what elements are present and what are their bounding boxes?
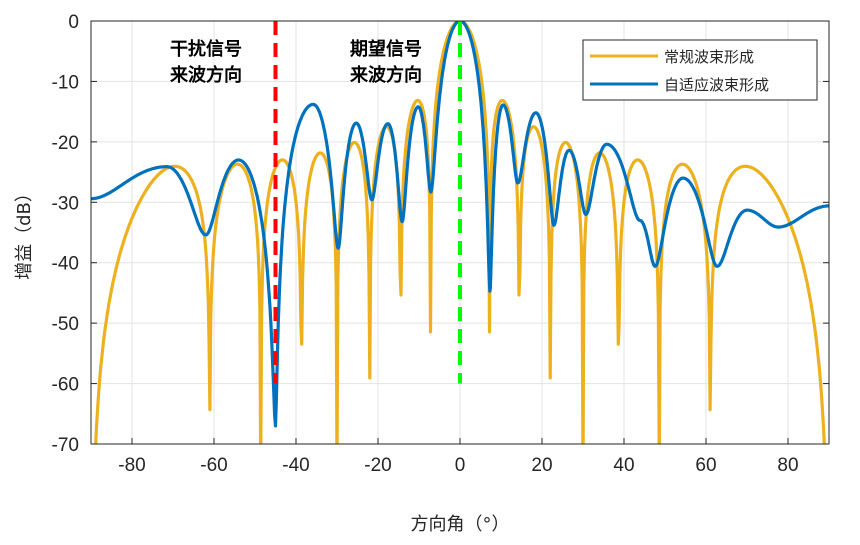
x-tick-label: 80	[777, 455, 798, 476]
x-tick-label: -40	[282, 455, 309, 476]
marker-lines	[273, 21, 462, 384]
x-tick-label: -60	[200, 455, 227, 476]
y-tick-label: -20	[52, 133, 79, 154]
x-axis-label: 方向角（°）	[411, 514, 510, 535]
series-line-adaptive	[91, 21, 829, 428]
desired-label-line2: 来波方向	[349, 64, 422, 86]
y-tick-label: -70	[52, 435, 79, 456]
y-tick-label: -30	[52, 193, 79, 214]
x-tick-label: 40	[613, 455, 634, 476]
y-tick-label: -40	[52, 254, 79, 275]
series-line-conventional	[94, 21, 826, 444]
axes-box	[90, 20, 830, 445]
y-tick-label: -10	[52, 72, 79, 93]
legend-label-adaptive: 自适应波束形成	[664, 76, 769, 94]
interference-label-line1: 干扰信号	[170, 38, 242, 60]
tick-labels: -80 -60 -40 -20 0 20 40 60 80 0 -10 -20 -30 -40 -50 -60…	[52, 12, 799, 476]
interference-label-line2: 来波方向	[169, 64, 242, 86]
x-tick-label: -20	[364, 455, 391, 476]
legend-label-conventional: 常规波束形成	[664, 48, 754, 66]
desired-label-line1: 期望信号	[350, 38, 422, 60]
y-tick-label: -50	[52, 314, 79, 335]
series-group	[91, 21, 829, 444]
y-axis-label: 增益（dB）	[14, 184, 35, 280]
x-tick-label: 20	[531, 455, 552, 476]
x-tick-label: -80	[118, 455, 145, 476]
y-tick-label: -60	[52, 375, 79, 396]
legend: 常规波束形成 自适应波束形成	[582, 39, 818, 101]
y-tick-label: 0	[68, 12, 79, 33]
x-tick-label: 60	[695, 455, 716, 476]
x-tick-label: 0	[455, 455, 466, 476]
legend-box	[582, 39, 818, 101]
